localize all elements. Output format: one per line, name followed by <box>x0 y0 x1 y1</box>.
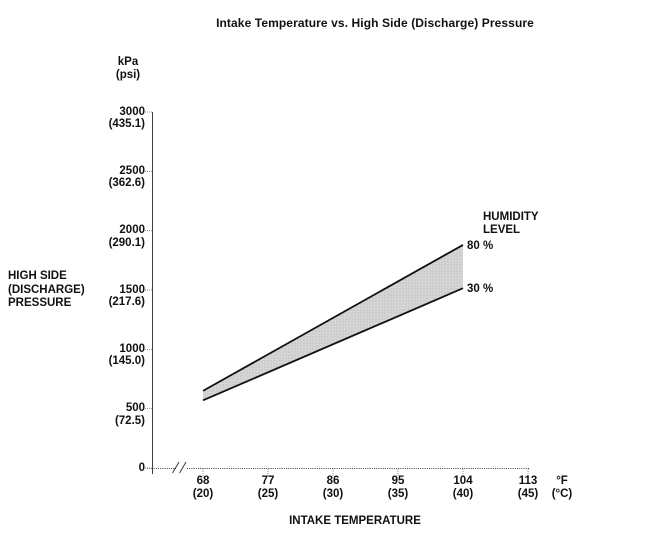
humidity-band <box>203 244 463 401</box>
legend-title: HUMIDITY LEVEL <box>483 211 573 237</box>
x-tick-label-95-secondary: (35) <box>387 488 409 500</box>
x-tick-label-95: 95 (35) <box>371 475 425 501</box>
y-tick-label-2000-primary: 2000 <box>119 224 145 237</box>
x-tick-label-77-secondary: (25) <box>257 488 279 500</box>
x-tick-label-113-secondary: (45) <box>517 488 539 500</box>
y-tick-label-500: 500 (72.5) <box>55 402 145 427</box>
x-tick-label-68-secondary: (20) <box>192 488 214 500</box>
x-axis-unit-c: (°C) <box>551 488 573 500</box>
x-tick-label-77-primary: 77 <box>261 475 275 487</box>
x-tick-label-95-primary: 95 <box>391 475 405 487</box>
y-tick-label-0-primary: 0 <box>138 461 145 474</box>
y-tick-label-1500: 1500 (217.6) <box>55 284 145 309</box>
y-tick-label-3000: 3000 (435.1) <box>55 106 145 131</box>
y-tick-label-2500: 2500 (362.6) <box>55 165 145 190</box>
x-tick-label-86-primary: 86 <box>326 475 340 487</box>
x-tick-label-86-secondary: (30) <box>322 488 344 500</box>
y-axis-unit-label: kPa (psi) <box>101 56 155 82</box>
y-axis-unit-kpa: kPa <box>117 56 139 68</box>
y-tick-label-500-primary: 500 <box>125 402 145 415</box>
series-label-30-percent: 30 % <box>467 283 494 295</box>
x-tick-label-77: 77 (25) <box>241 475 295 501</box>
x-tick-label-68-primary: 68 <box>196 475 210 487</box>
y-tick-label-3000-secondary: (435.1) <box>108 118 145 130</box>
y-tick-label-1500-secondary: (217.6) <box>108 296 145 308</box>
y-tick-label-0: 0 <box>55 462 145 475</box>
x-axis-unit-label: °F (°C) <box>544 475 580 501</box>
x-axis-unit-f: °F <box>556 475 568 487</box>
x-tick-label-113-primary: 113 <box>518 475 538 487</box>
y-tick-label-500-secondary: (72.5) <box>114 414 145 427</box>
y-tick-label-2000-secondary: (290.1) <box>108 236 145 249</box>
x-axis-title: INTAKE TEMPERATURE <box>289 515 421 527</box>
x-tick-label-104-primary: 104 <box>453 475 473 487</box>
y-tick-label-2500-secondary: (362.6) <box>108 177 145 190</box>
axis-break-slash-2 <box>179 461 187 474</box>
x-tick-label-68: 68 (20) <box>176 475 230 501</box>
y-tick-label-2000: 2000 (290.1) <box>55 224 145 249</box>
x-tick-label-104-secondary: (40) <box>452 488 474 500</box>
chart-title: Intake Temperature vs. High Side (Discha… <box>216 16 534 30</box>
series-label-80-percent: 80 % <box>467 240 494 252</box>
y-axis-title: HIGH SIDE (DISCHARGE) PRESSURE <box>8 270 128 311</box>
x-tick-label-104: 104 (40) <box>436 475 490 501</box>
x-tick-label-86: 86 (30) <box>306 475 360 501</box>
line-30-percent <box>202 287 464 402</box>
y-tick-label-3000-primary: 3000 <box>119 105 145 118</box>
y-tick-label-1500-primary: 1500 <box>119 283 145 296</box>
x-tick-label-113: 113 (45) <box>501 475 555 501</box>
line-80-percent <box>202 244 464 392</box>
y-axis-unit-psi: (psi) <box>115 69 141 81</box>
y-tick-label-1000-secondary: (145.0) <box>108 355 145 368</box>
y-axis-title-line3: PRESSURE <box>8 297 72 309</box>
legend-title-line1: HUMIDITY <box>483 211 539 223</box>
legend-title-line2: LEVEL <box>483 224 521 236</box>
y-tick-label-1000-primary: 1000 <box>119 342 145 355</box>
y-tick-label-1000: 1000 (145.0) <box>55 343 145 368</box>
y-axis-title-line1: HIGH SIDE <box>8 270 67 282</box>
y-axis-title-line2: (DISCHARGE) <box>8 283 85 296</box>
y-tick-label-2500-primary: 2500 <box>119 164 145 177</box>
axis-break-slash-1 <box>172 461 180 474</box>
